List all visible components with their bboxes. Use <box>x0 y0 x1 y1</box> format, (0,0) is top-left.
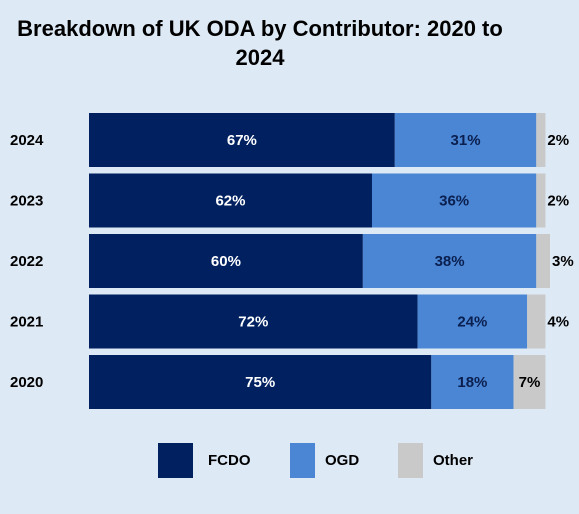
y-tick-label: 2024 <box>10 132 44 149</box>
y-tick-label: 2020 <box>10 374 43 391</box>
bar-segment <box>513 355 546 409</box>
data-label: 67% <box>227 132 257 149</box>
data-label: 75% <box>245 374 275 391</box>
bar-segment <box>527 294 546 349</box>
y-tick-label: 2021 <box>10 313 43 330</box>
data-label: 62% <box>215 192 245 209</box>
data-label: 60% <box>211 253 241 270</box>
data-label: 72% <box>238 313 268 330</box>
legend-label: Other <box>433 452 473 469</box>
data-label: 38% <box>435 253 465 270</box>
bar-segment <box>362 234 537 288</box>
data-label: 4% <box>547 313 569 330</box>
bar-segment <box>89 294 418 349</box>
legend-label: FCDO <box>208 452 251 469</box>
legend-label: OGD <box>325 452 359 469</box>
bar-segment <box>89 173 372 228</box>
legend-swatch <box>398 443 423 478</box>
bar-segment <box>536 234 550 288</box>
bar-segment <box>536 173 546 228</box>
data-label: 2% <box>547 132 569 149</box>
data-label: 2% <box>547 192 569 209</box>
bar-segment <box>89 234 363 288</box>
data-label: 36% <box>439 192 469 209</box>
bar-segment <box>394 113 537 167</box>
chart-title: Breakdown of UK ODA by Contributor: 2020… <box>17 16 503 70</box>
data-label: 3% <box>552 253 574 270</box>
legend-swatch <box>158 443 193 478</box>
bar-segment <box>89 113 395 167</box>
y-tick-label: 2023 <box>10 192 43 209</box>
data-label: 24% <box>457 313 487 330</box>
legend-swatch <box>290 443 315 478</box>
y-tick-label: 2022 <box>10 253 43 270</box>
bar-segment <box>431 355 514 409</box>
bar-segment <box>89 355 432 409</box>
bar-segment <box>536 113 546 167</box>
bar-segment <box>371 173 537 228</box>
bar-segment <box>417 294 528 349</box>
data-label: 31% <box>451 132 481 149</box>
data-label: 7% <box>519 374 541 391</box>
data-label: 18% <box>457 374 487 391</box>
